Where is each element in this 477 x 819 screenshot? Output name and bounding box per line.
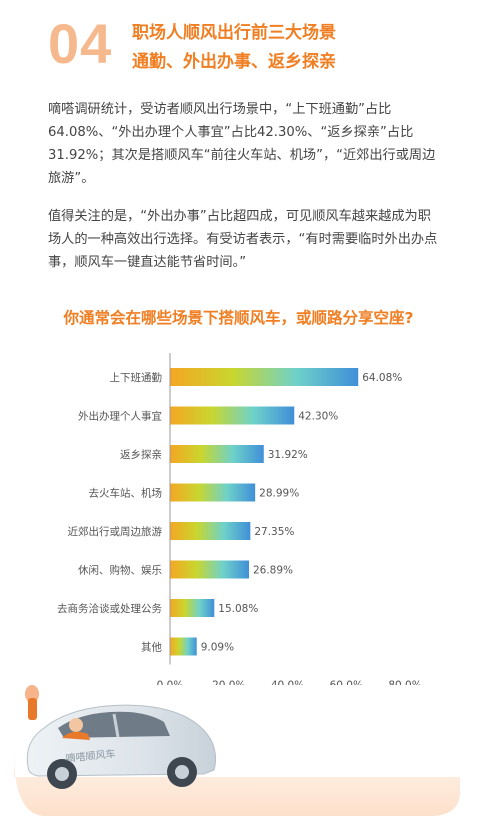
bar-chart: 上下班通勤外出办理个人事宜返乡探亲去火车站、机场近郊出行或周边旅游休闲、购物、娱…	[57, 353, 422, 686]
ground-backdrop	[14, 752, 460, 816]
section-header: 04 职场人顺风出行前三大场景 通勤、外出办事、返乡探亲	[48, 14, 468, 74]
bar	[170, 637, 197, 656]
x-tick-label: 80.0%	[388, 680, 421, 686]
value-label: 42.30%	[298, 411, 338, 423]
section-title-line2: 通勤、外出办事、返乡探亲	[132, 52, 336, 72]
value-labels: 64.08% 42.30% 31.92% 28.99% 27.35% 26.89% 15.0…	[201, 372, 403, 654]
paragraph-survey-stats: 嘀嗒调研统计，受访者顺风出行场景中，“上下班通勤”占比64.08%、“外出办理个…	[48, 98, 438, 190]
x-tick-label: 40.0%	[271, 680, 304, 686]
value-label: 15.08%	[218, 603, 258, 615]
paragraph-text: 嘀嗒调研统计，受访者顺风出行场景中，“上下班通勤”占比64.08%、“外出办理个…	[48, 102, 436, 186]
category-labels: 上下班通勤外出办理个人事宜返乡探亲去火车站、机场近郊出行或周边旅游休闲、购物、娱…	[57, 371, 162, 654]
bar	[170, 368, 359, 386]
section-number: 04	[48, 12, 113, 75]
x-axis-ticks: 0.0% 20.0% 40.0% 60.0% 80.0%	[157, 680, 422, 686]
car-icon: 嘀嗒顺风车	[26, 704, 217, 789]
bar	[170, 599, 215, 617]
value-label: 27.35%	[254, 526, 294, 538]
category-label: 近郊出行或周边旅游	[68, 525, 163, 538]
category-label: 其他	[141, 641, 162, 654]
bar	[170, 445, 264, 463]
x-tick-label: 20.0%	[212, 680, 245, 686]
category-label: 去商务洽谈或处理公务	[57, 602, 162, 615]
section-title-line1: 职场人顺风出行前三大场景	[132, 23, 336, 43]
x-tick-label: 0.0%	[157, 680, 184, 686]
car-illustration: 嘀嗒顺风车	[14, 685, 460, 816]
bar-group	[170, 368, 359, 656]
x-tick-label: 60.0%	[330, 680, 363, 686]
bar	[170, 483, 256, 502]
value-label: 31.92%	[268, 449, 308, 461]
value-label: 26.89%	[253, 565, 293, 577]
category-label: 休闲、购物、娱乐	[78, 564, 162, 577]
paragraph-text: 值得关注的是，“外出办事”占比超四成，可见顺风车越来越成为职场人的一种高效出行选…	[48, 209, 438, 270]
category-label: 返乡探亲	[120, 448, 162, 461]
value-label: 28.99%	[259, 488, 299, 500]
value-label: 9.09%	[201, 642, 234, 654]
category-label: 上下班通勤	[110, 371, 163, 384]
value-label: 64.08%	[362, 372, 402, 384]
chart-question-title: 你通常会在哪些场景下搭顺风车，或顺路分享空座?	[63, 309, 414, 327]
category-label: 外出办理个人事宜	[78, 410, 162, 423]
bar	[170, 560, 249, 579]
bar	[170, 522, 251, 540]
bar	[170, 406, 295, 425]
waving-hand-icon	[25, 685, 39, 720]
paragraph-highlight: 值得关注的是，“外出办事”占比超四成，可见顺风车越来越成为职场人的一种高效出行选…	[48, 205, 438, 274]
category-label: 去火车站、机场	[89, 487, 163, 500]
